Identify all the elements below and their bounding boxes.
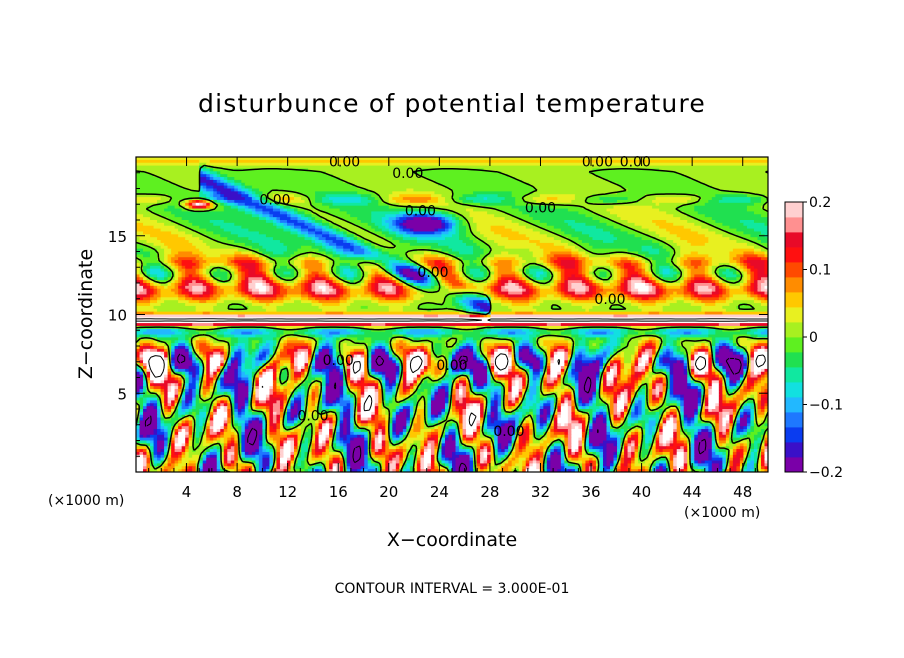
- colorbar-swatch: [785, 457, 803, 472]
- x-tick-label: 40: [632, 483, 651, 501]
- colorbar-swatch: [785, 397, 803, 412]
- colorbar-swatch: [785, 277, 803, 292]
- colorbar-swatch: [785, 232, 803, 247]
- contour-label: 0.00: [436, 358, 467, 374]
- contour-label: 0.00: [417, 265, 448, 281]
- contour-label: 0.00: [405, 204, 436, 220]
- x-axis-label: X−coordinate: [387, 529, 517, 551]
- colorbar-tick-label: −0.2: [809, 465, 843, 481]
- contour-label: 0.00: [323, 353, 354, 369]
- y-tick-label: 5: [117, 385, 127, 403]
- x-unit-label-right: (×1000 m): [684, 505, 760, 521]
- colorbar-swatch: [785, 337, 803, 352]
- contour-label: 0.00: [525, 200, 556, 216]
- colorbar-tick-label: −0.1: [809, 398, 843, 414]
- colorbar-swatch: [785, 292, 803, 307]
- contour-label: 0.00: [392, 166, 423, 182]
- x-tick-label: 12: [278, 483, 297, 501]
- colorbar-tick-label: 0.1: [809, 263, 831, 279]
- x-tick-label: 36: [581, 483, 600, 501]
- colorbar-tick-label: 0.2: [809, 195, 831, 211]
- colorbar-swatch: [785, 367, 803, 382]
- colorbar-swatch: [785, 352, 803, 367]
- colorbar-swatch: [785, 247, 803, 262]
- colorbar-swatch: [785, 412, 803, 427]
- colorbar-swatch: [785, 427, 803, 442]
- colorbar-swatch: [785, 322, 803, 337]
- x-tick-label: 48: [733, 483, 752, 501]
- y-axis-label: Z−coordinate: [75, 249, 97, 379]
- colorbar-swatch: [785, 382, 803, 397]
- y-tick-label: 15: [108, 228, 127, 246]
- contour-label: 0.00: [594, 292, 625, 308]
- colorbar-swatch: [785, 262, 803, 277]
- x-unit-label-left: (×1000 m): [48, 493, 124, 509]
- contour-interval-note: CONTOUR INTERVAL = 3.000E-01: [335, 581, 570, 597]
- x-tick-label: 32: [531, 483, 550, 501]
- x-tick-label: 28: [480, 483, 499, 501]
- contour-label: 0.00: [259, 193, 290, 209]
- colorbar-swatch: [785, 442, 803, 457]
- x-tick-label: 16: [329, 483, 348, 501]
- y-tick-label: 10: [108, 307, 127, 325]
- contour-label: 0.00: [493, 424, 524, 440]
- temperature-field: [136, 157, 769, 473]
- x-tick-label: 24: [430, 483, 449, 501]
- colorbar-swatch: [785, 217, 803, 232]
- colorbar-swatch: [785, 202, 803, 217]
- x-tick-label: 44: [683, 483, 702, 501]
- colorbar: 0.2 0.1 0 −0.1 −0.2: [785, 195, 843, 481]
- colorbar-swatch: [785, 307, 803, 322]
- contour-label: 0.00: [297, 408, 328, 424]
- x-tick-label: 4: [182, 483, 192, 501]
- x-tick-label: 20: [379, 483, 398, 501]
- chart-title: disturbunce of potential temperature: [198, 89, 706, 118]
- colorbar-tick-label: 0: [809, 330, 818, 346]
- x-tick-label: 8: [232, 483, 242, 501]
